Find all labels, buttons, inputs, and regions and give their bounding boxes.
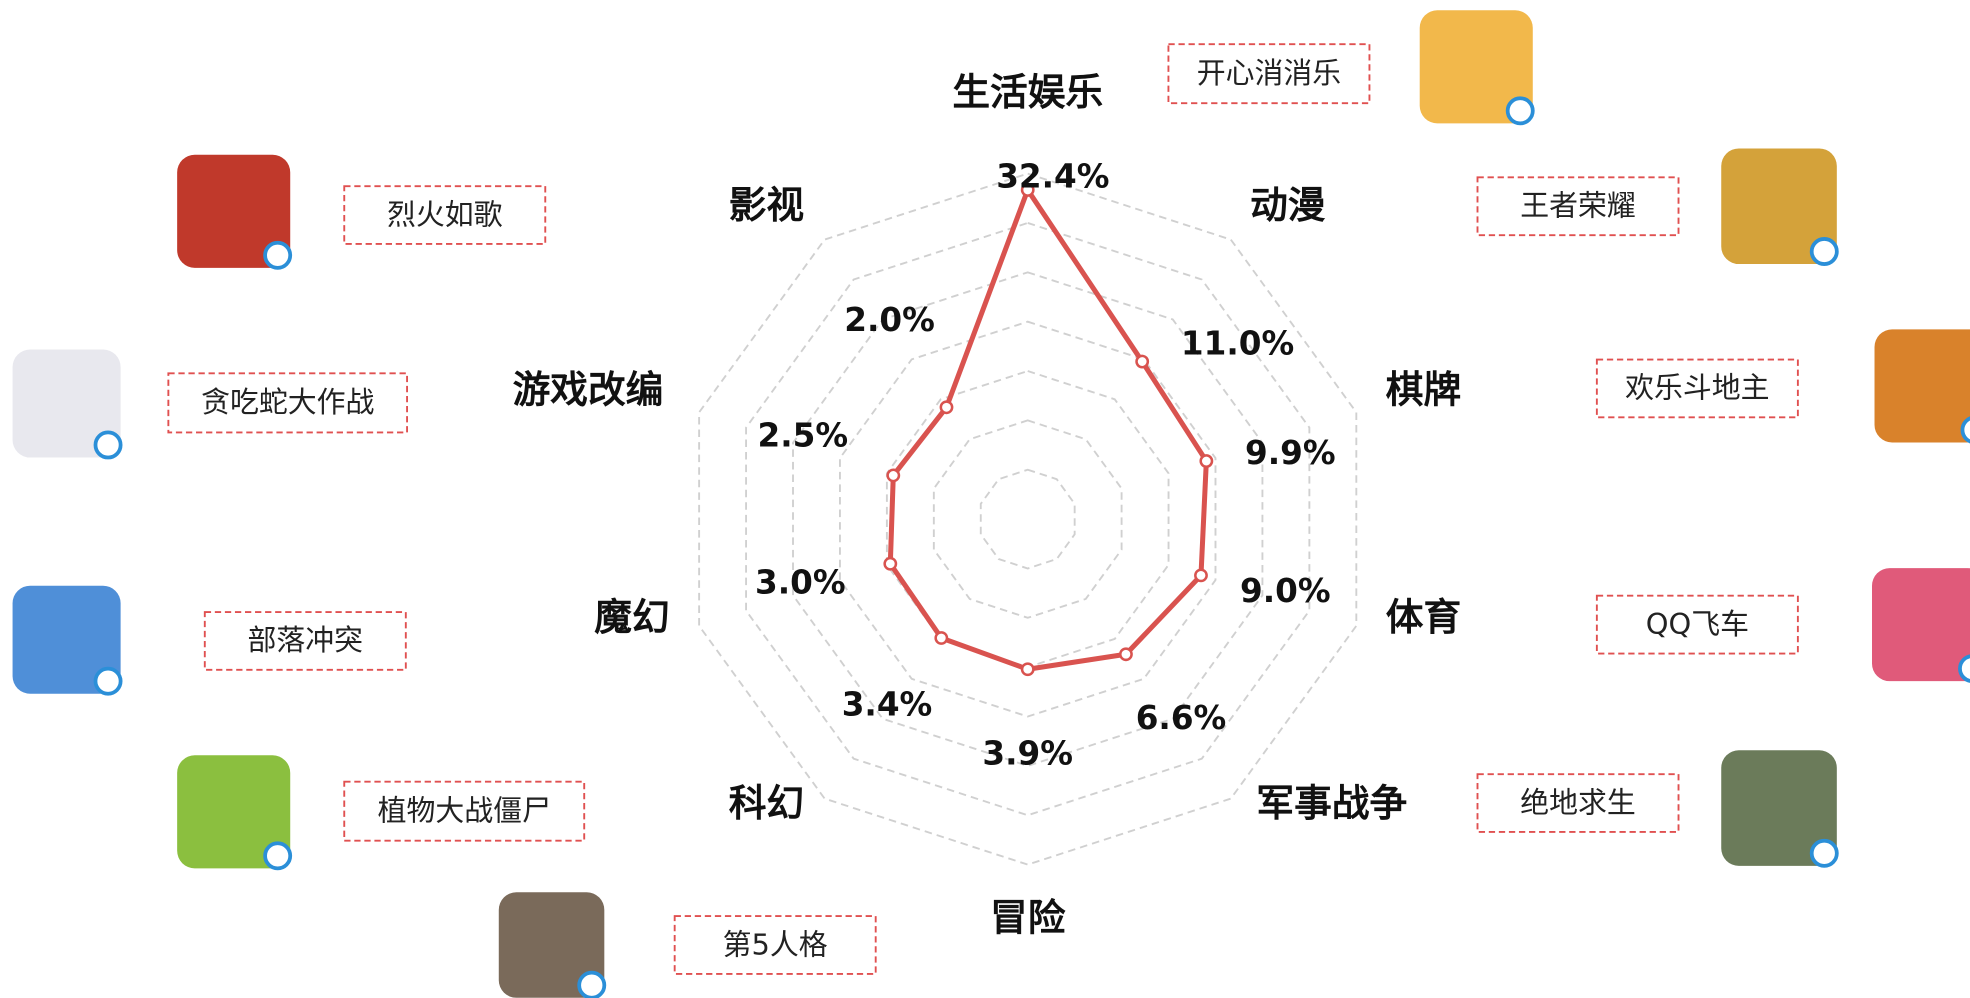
value-label: 3.0%	[755, 563, 846, 601]
radar-point	[1195, 570, 1206, 581]
game-name: 烈火如歌	[387, 197, 503, 231]
value-label: 11.0%	[1181, 325, 1294, 363]
game-name: 贪吃蛇大作战	[201, 385, 374, 419]
value-label: 2.5%	[758, 416, 849, 454]
game-name: 欢乐斗地主	[1625, 371, 1769, 405]
category-label: 魔幻	[594, 595, 669, 639]
game-icon-badge	[95, 432, 120, 457]
category-label: 游戏改编	[513, 368, 664, 412]
game-name: 开心消消乐	[1197, 56, 1341, 90]
game-icon-badge	[1812, 239, 1837, 264]
game-icon-badge	[1508, 98, 1533, 123]
grid-ring	[934, 420, 1122, 617]
radar-point	[888, 470, 899, 481]
grid-ring	[840, 322, 1216, 717]
category-label: 体育	[1386, 595, 1461, 639]
radar-point	[1120, 649, 1131, 660]
game-icon-badge	[1812, 841, 1837, 866]
value-label: 9.9%	[1245, 434, 1336, 472]
game-icon-badge	[579, 973, 604, 998]
category-label: 影视	[729, 183, 804, 227]
grid-ring	[981, 470, 1075, 569]
category-label: 军事战争	[1256, 781, 1407, 825]
chart: 生活娱乐动漫棋牌体育军事战争冒险 科幻 魔幻 游戏改编 影视 32.4% 11.0% 9.9%…	[0, 0, 1970, 998]
game-icon-badge	[265, 843, 290, 868]
radar-point	[936, 632, 947, 643]
radar-point	[1201, 455, 1212, 466]
category-label: 棋牌	[1386, 368, 1461, 412]
game-name: 植物大战僵尸	[378, 793, 551, 827]
value-label: 6.6%	[1136, 699, 1227, 737]
radar-point	[885, 558, 896, 569]
category-label: 科幻	[729, 781, 804, 825]
game-name: 部落冲突	[248, 623, 364, 657]
value-label: 3.4%	[842, 685, 933, 723]
game-icon-badge	[265, 243, 290, 268]
radar-line	[890, 190, 1206, 669]
game-icon	[1875, 329, 1970, 442]
radar-point	[941, 402, 952, 413]
category-label: 动漫	[1250, 183, 1326, 227]
game-icon-badge	[95, 669, 120, 694]
game-icon-badge	[1962, 417, 1970, 442]
game-name: 第5人格	[723, 927, 828, 961]
value-label: 3.9%	[982, 734, 1073, 772]
radar-point	[1022, 664, 1033, 675]
game-name: QQ飞车	[1646, 607, 1749, 641]
value-label: 2.0%	[844, 301, 935, 339]
category-label: 冒险	[990, 895, 1066, 939]
page: 生活娱乐动漫棋牌体育军事战争冒险 科幻 魔幻 游戏改编 影视 32.4% 11.0% 9.9%…	[0, 0, 1970, 998]
radar-point	[1137, 356, 1148, 367]
value-label: 9.0%	[1240, 572, 1331, 610]
game-icon-badge	[1960, 656, 1970, 681]
value-label: 32.4%	[996, 158, 1109, 196]
game-name: 绝地求生	[1520, 785, 1636, 819]
game-name: 王者荣耀	[1520, 189, 1636, 223]
game-icon	[1872, 568, 1970, 681]
category-label: 生活娱乐	[952, 70, 1103, 114]
